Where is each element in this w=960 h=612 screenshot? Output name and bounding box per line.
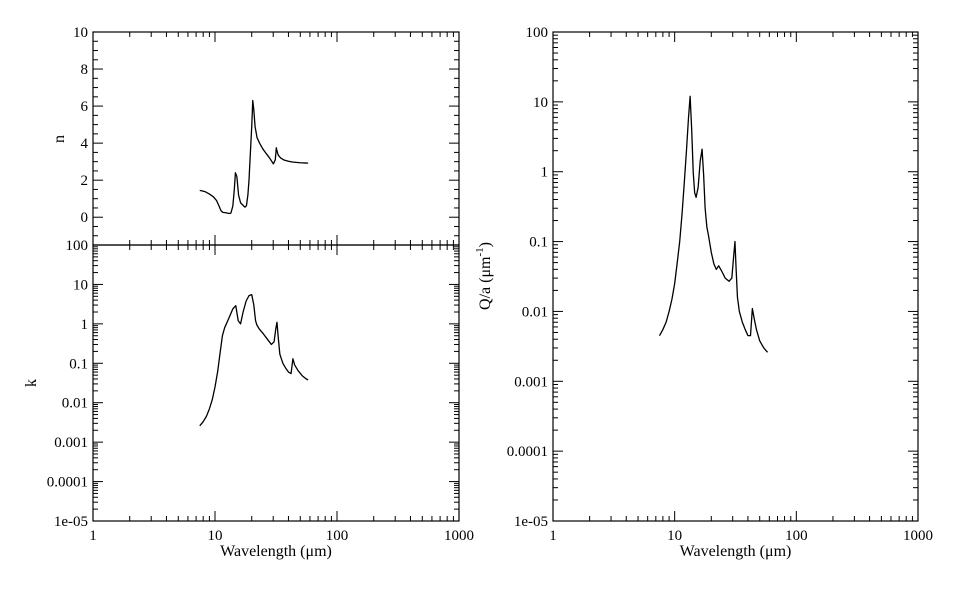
qa-y-axis-title: Q/a (μm-1) [474,242,494,310]
k_panel-x-axis-title: Wavelength (μm) [220,543,332,560]
qa_panel-y-tick-label: 100 [526,25,549,41]
k_panel-x-tick-label: 10 [208,528,223,544]
qa-y-axis-title-close: ) [477,242,494,247]
qa_panel-y-tick-label: 0.01 [522,304,548,320]
k_panel-y-tick-label: 0.01 [62,396,88,412]
n_panel-series-line [199,99,309,215]
k_panel-x-tick-label: 1 [89,528,97,544]
n_panel-y-tick-label: 10 [73,25,88,41]
k_panel-y-tick-label: 0.0001 [47,475,88,491]
qa_panel-y-tick-label: 1 [541,165,549,181]
k_panel-y-tick-label: 1 [81,317,89,333]
qa-y-axis-title-superscript: -1 [474,247,486,256]
qa_panel-x-tick-label: 10 [667,528,682,544]
n_panel-y-tick-label: 2 [81,173,89,189]
k_panel-x-tick-label: 1000 [444,528,474,544]
qa_panel-x-tick-label: 1 [549,528,557,544]
n_panel-y-tick-label: 4 [81,136,89,152]
k_panel-y-tick-label: 1e-05 [54,514,88,530]
qa_panel-series-line [658,95,769,353]
k_panel-y-tick-label: 10 [73,277,88,293]
qa_panel-y-tick-label: 10 [533,95,548,111]
n_panel-y-tick-label: 0 [81,210,89,226]
k_panel-plot-frame [92,244,460,522]
k_panel-series-line [199,294,309,427]
k-y-axis-title: k [23,379,40,387]
k_panel-x-tick-label: 100 [326,528,349,544]
k_panel-y-tick-label: 0.1 [69,356,88,372]
qa-y-axis-title-main: Q/a (μm [477,256,494,310]
n_panel-y-tick-label: 8 [81,62,89,78]
qa_panel-x-axis-title: Wavelength (μm) [680,543,792,560]
qa_panel-y-tick-label: 0.1 [529,235,548,251]
qa_panel-x-tick-label: 100 [785,528,808,544]
n-y-axis-title: n [51,135,68,143]
qa_panel-x-tick-label: 1000 [903,528,933,544]
k_panel-y-tick-label: 100 [66,238,89,254]
qa_panel-y-tick-label: 0.0001 [507,444,548,460]
qa_panel-y-tick-label: 0.001 [514,374,548,390]
k_panel-y-tick-label: 0.001 [54,435,88,451]
n_panel-y-tick-label: 6 [81,99,89,115]
qa_panel-y-tick-label: 1e-05 [514,514,548,530]
n_panel-plot-frame [92,31,460,246]
qa_panel-plot-frame [552,31,919,522]
